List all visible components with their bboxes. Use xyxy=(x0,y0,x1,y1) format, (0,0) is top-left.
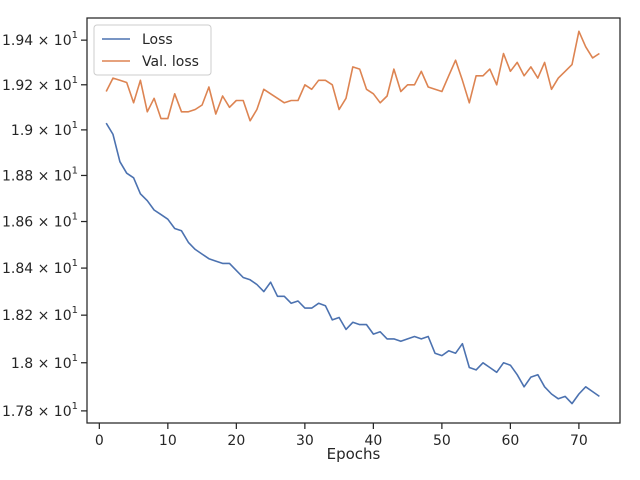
plot-area xyxy=(86,17,621,424)
y-tick-label: 1.88 × 101 xyxy=(2,165,78,184)
x-tick-label: 50 xyxy=(433,433,451,449)
x-tick-label: 20 xyxy=(227,433,245,449)
y-tick-label: 1.86 × 101 xyxy=(2,212,78,231)
x-tick-label: 30 xyxy=(296,433,314,449)
plot-frame xyxy=(86,17,621,424)
x-tick-label: 10 xyxy=(159,433,177,449)
x-axis-title: Epochs xyxy=(327,445,381,463)
x-axis: 0 10 20 30 40 50 60 70 xyxy=(95,423,588,449)
x-tick-label: 70 xyxy=(570,433,588,449)
y-axis: 1.78 × 101 1.8 × 101 1.82 × 101 1.84 × 101 1… xyxy=(2,30,87,420)
x-tick-label: 40 xyxy=(364,433,382,449)
y-tick-label: 1.82 × 101 xyxy=(2,305,78,324)
y-tick-label: 1.78 × 101 xyxy=(2,401,78,420)
y-tick-label: 1.8 × 101 xyxy=(11,353,78,372)
y-tick-label: 1.92 × 101 xyxy=(2,75,78,94)
y-tick-label: 1.94 × 101 xyxy=(2,30,78,49)
series-layer xyxy=(105,30,600,405)
y-tick-label: 1.9 × 101 xyxy=(11,120,78,139)
legend-box xyxy=(93,24,212,76)
x-tick-label: 0 xyxy=(95,433,104,449)
y-tick-label: 1.84 × 101 xyxy=(2,258,78,277)
legend-label: Loss xyxy=(142,32,173,48)
legend-label: Val. loss xyxy=(142,54,199,70)
legend: Loss Val. loss xyxy=(93,24,212,76)
x-tick-label: 60 xyxy=(501,433,519,449)
series-line-val-loss xyxy=(105,30,600,122)
series-line-loss xyxy=(105,122,600,405)
